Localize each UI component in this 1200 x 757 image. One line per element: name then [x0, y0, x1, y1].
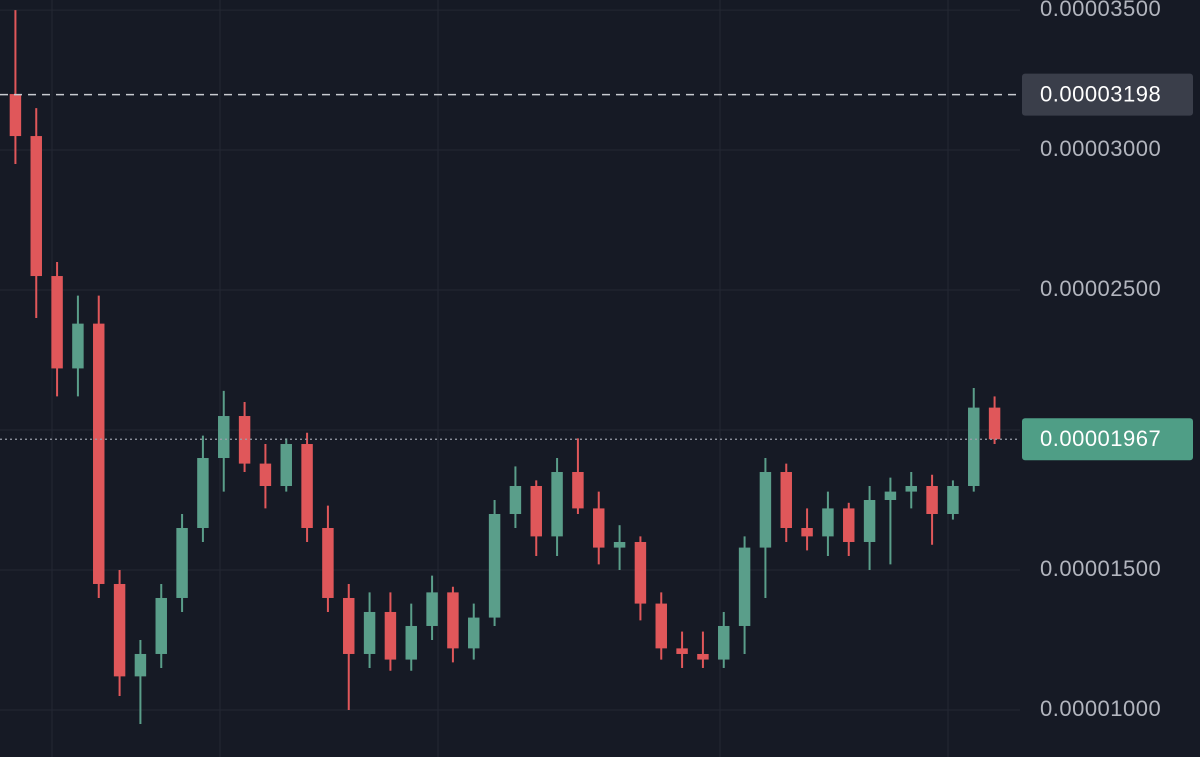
price-label: 0.00001967 [1040, 426, 1161, 451]
candle-body [322, 527, 334, 598]
price-badge [1022, 418, 1193, 461]
candle-body [30, 136, 42, 277]
candle-body [113, 583, 126, 677]
candle-body [176, 527, 188, 598]
candle-body [884, 491, 897, 501]
candle-body [530, 486, 542, 537]
candle-body [93, 323, 105, 584]
candle-body [488, 513, 501, 618]
candle-body [155, 597, 167, 654]
candle-body [280, 444, 292, 487]
candle-body [718, 625, 730, 660]
candle-body [676, 648, 688, 654]
candle-body [822, 508, 834, 537]
candle-body [634, 541, 647, 604]
candle-body [759, 472, 772, 548]
candle-body [301, 444, 313, 528]
candle-body [384, 611, 397, 660]
price-label: 0.00003198 [1040, 81, 1161, 106]
candle-body [738, 547, 751, 626]
candle-body [468, 617, 480, 649]
candle-body [613, 541, 626, 548]
y-tick-label: 0.00003500 [1040, 0, 1161, 21]
y-tick-label: 0.00001500 [1040, 556, 1161, 581]
price-badge [1022, 73, 1193, 116]
candle-body [843, 508, 855, 542]
candle-body [947, 486, 959, 514]
candle-body [593, 508, 605, 548]
candle-body [863, 500, 876, 542]
candle-body [405, 625, 417, 660]
candle-body [238, 416, 251, 464]
y-tick-label: 0.00003000 [1040, 136, 1161, 161]
candle-body [905, 486, 917, 492]
y-tick-label: 0.00002500 [1040, 276, 1161, 301]
candle-body [363, 611, 376, 654]
candle-body [72, 323, 84, 369]
candle-body [197, 458, 209, 528]
candle-body [51, 276, 63, 369]
candle-body [426, 592, 438, 626]
candle-body [9, 94, 22, 137]
candle-body [572, 472, 584, 509]
candle-body [218, 416, 230, 459]
candle-body [926, 486, 938, 514]
candle-body [655, 603, 667, 649]
candle-body [988, 407, 1001, 440]
candle-body [968, 407, 980, 487]
candle-body [509, 486, 522, 514]
y-tick-label: 0.00001000 [1040, 696, 1161, 721]
candle-body [447, 592, 459, 649]
candle-body [697, 653, 709, 660]
candle-body [134, 653, 147, 677]
candle-body [780, 472, 792, 528]
candle-body [343, 597, 355, 654]
candle-body [801, 527, 813, 537]
candle-body [551, 472, 563, 537]
candle-body [259, 463, 272, 487]
